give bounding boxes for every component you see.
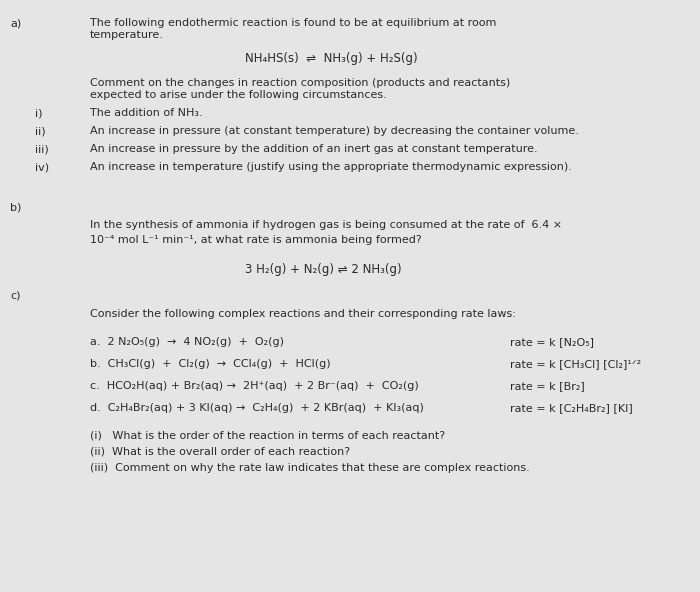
Text: An increase in pressure (at constant temperature) by decreasing the container vo: An increase in pressure (at constant tem… <box>90 126 579 136</box>
Text: The following endothermic reaction is found to be at equilibrium at room
tempera: The following endothermic reaction is fo… <box>90 18 496 40</box>
Text: rate = k [Br₂]: rate = k [Br₂] <box>510 381 584 391</box>
Text: An increase in temperature (justify using the appropriate thermodynamic expressi: An increase in temperature (justify usin… <box>90 162 572 172</box>
Text: c.  HCO₂H(aq) + Br₂(aq) →  2H⁺(aq)  + 2 Br⁻(aq)  +  CO₂(g): c. HCO₂H(aq) + Br₂(aq) → 2H⁺(aq) + 2 Br⁻… <box>90 381 419 391</box>
Text: a): a) <box>10 18 21 28</box>
Text: b.  CH₃Cl(g)  +  Cl₂(g)  →  CCl₄(g)  +  HCl(g): b. CH₃Cl(g) + Cl₂(g) → CCl₄(g) + HCl(g) <box>90 359 330 369</box>
Text: In the synthesis of ammonia if hydrogen gas is being consumed at the rate of  6.: In the synthesis of ammonia if hydrogen … <box>90 220 562 230</box>
Text: Consider the following complex reactions and their corresponding rate laws:: Consider the following complex reactions… <box>90 309 516 319</box>
Text: (ii)  What is the overall order of each reaction?: (ii) What is the overall order of each r… <box>90 447 350 457</box>
Text: a.  2 N₂O₅(g)  →  4 NO₂(g)  +  O₂(g): a. 2 N₂O₅(g) → 4 NO₂(g) + O₂(g) <box>90 337 284 347</box>
Text: c): c) <box>10 291 20 301</box>
Text: An increase in pressure by the addition of an inert gas at constant temperature.: An increase in pressure by the addition … <box>90 144 538 154</box>
Text: 3 H₂(g) + N₂(g) ⇌ 2 NH₃(g): 3 H₂(g) + N₂(g) ⇌ 2 NH₃(g) <box>245 263 402 276</box>
Text: Comment on the changes in reaction composition (products and reactants)
expected: Comment on the changes in reaction compo… <box>90 78 510 99</box>
Text: rate = k [N₂O₅]: rate = k [N₂O₅] <box>510 337 594 347</box>
Text: i): i) <box>35 108 43 118</box>
Text: ii): ii) <box>35 126 46 136</box>
Text: rate = k [CH₃Cl] [Cl₂]¹ᐟ²: rate = k [CH₃Cl] [Cl₂]¹ᐟ² <box>510 359 641 369</box>
Text: iv): iv) <box>35 162 49 172</box>
Text: d.  C₂H₄Br₂(aq) + 3 KI(aq) →  C₂H₄(g)  + 2 KBr(aq)  + KI₃(aq): d. C₂H₄Br₂(aq) + 3 KI(aq) → C₂H₄(g) + 2 … <box>90 403 424 413</box>
Text: The addition of NH₃.: The addition of NH₃. <box>90 108 202 118</box>
Text: b): b) <box>10 202 22 212</box>
Text: iii): iii) <box>35 144 49 154</box>
Text: rate = k [C₂H₄Br₂] [KI]: rate = k [C₂H₄Br₂] [KI] <box>510 403 633 413</box>
Text: 10⁻⁴ mol L⁻¹ min⁻¹, at what rate is ammonia being formed?: 10⁻⁴ mol L⁻¹ min⁻¹, at what rate is ammo… <box>90 235 421 245</box>
Text: (i)   What is the order of the reaction in terms of each reactant?: (i) What is the order of the reaction in… <box>90 431 445 441</box>
Text: NH₄HS(s)  ⇌  NH₃(g) + H₂S(g): NH₄HS(s) ⇌ NH₃(g) + H₂S(g) <box>245 52 418 65</box>
Text: (iii)  Comment on why the rate law indicates that these are complex reactions.: (iii) Comment on why the rate law indica… <box>90 463 530 473</box>
